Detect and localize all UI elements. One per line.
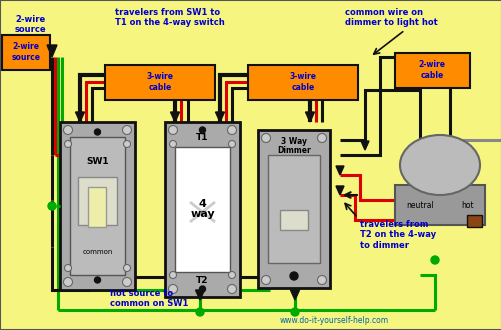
Text: hot: hot bbox=[461, 201, 473, 210]
Circle shape bbox=[199, 286, 205, 292]
Circle shape bbox=[199, 127, 205, 133]
Circle shape bbox=[291, 308, 299, 316]
Text: neutral: neutral bbox=[405, 201, 433, 210]
Text: SW1: SW1 bbox=[86, 157, 109, 167]
Polygon shape bbox=[75, 112, 84, 122]
Circle shape bbox=[48, 202, 56, 210]
Bar bbox=[70, 137, 125, 275]
Bar bbox=[175, 147, 229, 272]
Circle shape bbox=[227, 125, 236, 135]
Circle shape bbox=[195, 308, 203, 316]
Bar bbox=[88, 187, 106, 227]
Bar bbox=[247, 65, 357, 100]
Circle shape bbox=[261, 276, 270, 284]
Polygon shape bbox=[47, 45, 57, 57]
Text: common wire on
dimmer to light hot: common wire on dimmer to light hot bbox=[344, 8, 437, 27]
Circle shape bbox=[64, 265, 71, 272]
Circle shape bbox=[168, 284, 177, 293]
Bar bbox=[268, 155, 319, 263]
Circle shape bbox=[123, 265, 130, 272]
Bar bbox=[394, 185, 484, 225]
Polygon shape bbox=[305, 112, 314, 122]
Circle shape bbox=[122, 278, 131, 286]
Circle shape bbox=[169, 272, 176, 279]
Text: 3-wire
cable: 3-wire cable bbox=[289, 72, 316, 92]
Circle shape bbox=[317, 134, 326, 143]
Circle shape bbox=[63, 278, 72, 286]
Text: 4
way: 4 way bbox=[190, 199, 214, 219]
Text: T1: T1 bbox=[196, 134, 208, 143]
Circle shape bbox=[168, 125, 177, 135]
Circle shape bbox=[122, 125, 131, 135]
Bar bbox=[280, 210, 308, 230]
Text: 3-wire
cable: 3-wire cable bbox=[146, 72, 173, 92]
Circle shape bbox=[228, 272, 235, 279]
Text: 2-wire
source: 2-wire source bbox=[15, 15, 47, 34]
Ellipse shape bbox=[399, 135, 479, 195]
Bar bbox=[2, 35, 50, 70]
Text: hot source to
common on SW1: hot source to common on SW1 bbox=[110, 289, 188, 308]
Circle shape bbox=[317, 276, 326, 284]
Circle shape bbox=[64, 141, 71, 148]
Text: 2-wire
cable: 2-wire cable bbox=[418, 60, 444, 80]
Text: T2: T2 bbox=[196, 277, 208, 285]
Circle shape bbox=[227, 284, 236, 293]
Polygon shape bbox=[335, 166, 343, 175]
Circle shape bbox=[94, 129, 100, 135]
Circle shape bbox=[228, 141, 235, 148]
Circle shape bbox=[123, 141, 130, 148]
Bar bbox=[60, 122, 135, 290]
Text: travelers from
T2 on the 4-way
to dimmer: travelers from T2 on the 4-way to dimmer bbox=[359, 220, 435, 250]
Circle shape bbox=[261, 134, 270, 143]
Bar bbox=[466, 215, 481, 227]
Polygon shape bbox=[170, 112, 179, 122]
Bar bbox=[78, 177, 117, 225]
Text: common: common bbox=[82, 249, 112, 255]
Polygon shape bbox=[335, 186, 343, 195]
Polygon shape bbox=[215, 112, 224, 122]
Circle shape bbox=[430, 256, 438, 264]
Polygon shape bbox=[290, 290, 299, 300]
Bar bbox=[105, 65, 214, 100]
Bar bbox=[258, 130, 329, 288]
Circle shape bbox=[290, 272, 298, 280]
Circle shape bbox=[169, 141, 176, 148]
Text: 2-wire
source: 2-wire source bbox=[12, 42, 41, 62]
Text: travelers from SW1 to
T1 on the 4-way switch: travelers from SW1 to T1 on the 4-way sw… bbox=[115, 8, 224, 27]
Circle shape bbox=[63, 125, 72, 135]
Polygon shape bbox=[195, 290, 204, 300]
Bar bbox=[394, 53, 469, 88]
Circle shape bbox=[94, 277, 100, 283]
Text: 3 Way
Dimmer: 3 Way Dimmer bbox=[277, 137, 310, 155]
Polygon shape bbox=[360, 141, 368, 150]
Text: www.do-it-yourself-help.com: www.do-it-yourself-help.com bbox=[280, 316, 388, 325]
Bar bbox=[165, 122, 239, 297]
